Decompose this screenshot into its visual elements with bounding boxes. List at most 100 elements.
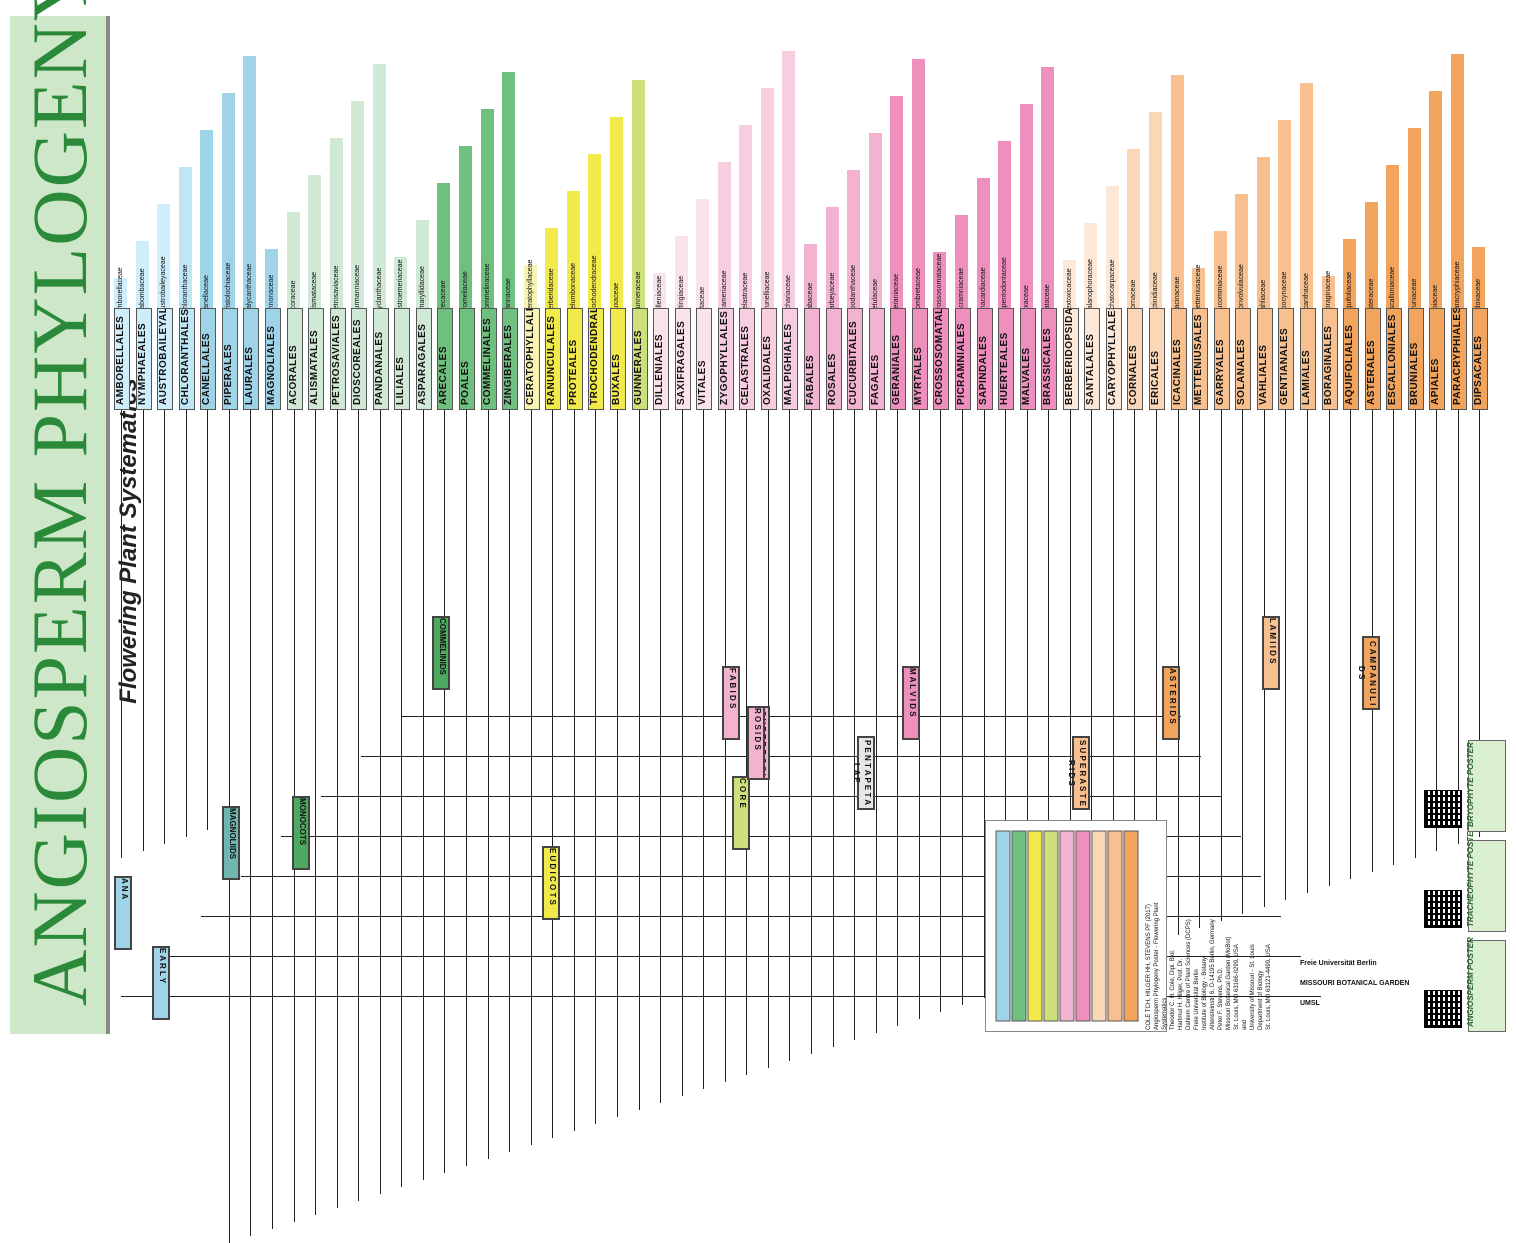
clade-box[interactable]: MONOCOTS — [292, 796, 310, 870]
order-box[interactable]: PROTEALES — [566, 308, 583, 410]
order-box[interactable]: SOLANALES — [1235, 308, 1252, 410]
order-box[interactable]: BRASSICALES — [1041, 308, 1058, 410]
order-box[interactable]: PIPERALES — [221, 308, 238, 410]
family-column: Aquifoliaceae — [1343, 36, 1357, 318]
clade-box[interactable]: L A M I I D S — [1262, 616, 1280, 690]
order-box[interactable]: CANELLALES — [200, 308, 217, 410]
order-box[interactable]: SAPINDALES — [976, 308, 993, 410]
order-box[interactable]: ZINGIBERALES — [502, 308, 519, 410]
tree-branch-vertical — [1242, 410, 1244, 914]
clade-box[interactable]: A N A — [114, 876, 132, 950]
clade-box[interactable]: E U D I C O T S — [542, 846, 560, 920]
family-bar — [804, 244, 817, 318]
order-box[interactable]: MAGNOLIALES — [264, 308, 281, 410]
order-box[interactable]: METTENIUSALES — [1192, 308, 1209, 410]
clade-box[interactable]: P E N T A P E T A L A E — [852, 736, 875, 810]
order-box[interactable]: GERANIALES — [890, 308, 907, 410]
order-box[interactable]: ASPARAGALES — [415, 308, 432, 410]
family-column: Bixaceae — [1019, 36, 1033, 318]
family-column: Dilleniaceae — [653, 36, 667, 318]
order-box[interactable]: FABALES — [804, 308, 820, 410]
order-box[interactable]: OXALIDALES — [760, 308, 777, 410]
order-box[interactable]: VITALES — [696, 308, 713, 410]
clade-box[interactable]: E A R L Y — [152, 946, 170, 1020]
order-box[interactable]: ALISMATALES — [308, 308, 325, 410]
order-box[interactable]: ESCALLONIALES — [1386, 308, 1403, 410]
order-box[interactable]: BRUNIALES — [1407, 308, 1424, 410]
order-box[interactable]: ROSALES — [825, 308, 842, 410]
tree-branch-horizontal — [281, 836, 1241, 837]
order-box[interactable]: PICRAMNIALES — [954, 308, 971, 410]
badge-angiosperm-poster[interactable]: ANGIOSPERM POSTER — [1466, 937, 1506, 1032]
order-box[interactable]: ICACINALES — [1170, 308, 1187, 410]
order-box[interactable]: DIPSACALES — [1472, 308, 1489, 410]
order-box[interactable]: AQUIFOLIALES — [1343, 308, 1360, 410]
order-box[interactable]: CARYOPHYLLALES — [1105, 308, 1122, 410]
badge-tracheophyte-poster[interactable]: TRACHEOPHYTE POSTER — [1466, 826, 1506, 932]
order-box[interactable]: LILIALES — [394, 308, 411, 410]
order-box[interactable]: NYMPHAEALES — [135, 308, 152, 410]
order-label: AQUIFOLIALES — [1344, 324, 1356, 405]
tree-branch-vertical — [1091, 410, 1093, 963]
family-column: Ceratophyllaceae — [523, 36, 537, 318]
clade-box[interactable]: R O S I D S — [747, 706, 765, 780]
order-label: CHLORANTHALES — [179, 308, 191, 405]
order-box[interactable]: PANDANALES — [372, 308, 389, 410]
order-box[interactable]: BERBERIDOPSIDALES — [1062, 308, 1079, 410]
qr-code-tracheophyte[interactable] — [1424, 890, 1462, 928]
order-box[interactable]: AUSTROBAILEYALES — [157, 308, 174, 410]
clade-box[interactable]: C O R E — [732, 776, 750, 850]
order-box[interactable]: SANTALALES — [1084, 308, 1101, 410]
order-box[interactable]: CHLORANTHALES — [178, 308, 195, 410]
order-box[interactable]: APIALES — [1429, 308, 1446, 410]
order-box[interactable]: CUCURBITALES — [847, 308, 864, 410]
order-box[interactable]: BORAGINALES — [1321, 308, 1338, 410]
clade-box[interactable]: C A M P A N U L I D S — [1357, 636, 1380, 710]
family-bar — [1192, 268, 1206, 318]
qr-code-angiosperm[interactable] — [1424, 990, 1462, 1028]
order-box[interactable]: GARRYALES — [1213, 308, 1230, 410]
order-box[interactable]: HUERTEALES — [998, 308, 1015, 410]
order-box[interactable]: GUNNERALES — [631, 308, 648, 410]
qr-code-bryophyte[interactable] — [1424, 790, 1462, 828]
order-box[interactable]: TROCHODENDRALES — [588, 308, 605, 410]
order-box[interactable]: PARACRYPHIALES — [1450, 308, 1467, 410]
order-box[interactable]: SAXIFRAGALES — [674, 308, 691, 410]
clade-box[interactable]: COMMELINIDS — [432, 616, 450, 690]
order-box[interactable]: CERATOPHYLLALES — [523, 308, 540, 410]
clade-box[interactable]: S U P E R A S T E R I D S — [1067, 736, 1090, 810]
order-box[interactable]: MALPIGHIALES — [782, 308, 799, 410]
order-box[interactable]: LAMIALES — [1299, 308, 1316, 410]
clade-box[interactable]: MAGNOLIIDS — [222, 806, 240, 880]
order-box[interactable]: POALES — [459, 308, 475, 410]
order-label: SANTALALES — [1085, 333, 1097, 405]
order-box[interactable]: CORNALES — [1127, 308, 1144, 410]
order-box[interactable]: FAGALES — [868, 308, 885, 410]
order-box[interactable]: COMMELINALES — [480, 308, 497, 410]
order-box[interactable]: ERICALES — [1149, 308, 1165, 410]
order-box[interactable]: RANUNCULALES — [545, 308, 562, 410]
order-box[interactable]: MALVALES — [1019, 308, 1036, 410]
order-box[interactable]: CROSSOSOMATALES — [933, 308, 950, 410]
order-label: ALISMATALES — [309, 329, 321, 405]
order-box[interactable]: GENTIANALES — [1278, 308, 1295, 410]
order-box[interactable]: LAURALES — [243, 308, 260, 410]
order-box[interactable]: BUXALES — [609, 308, 626, 410]
order-box[interactable]: AMBORELLALES — [114, 308, 130, 410]
order-box[interactable]: ARECALES — [437, 308, 454, 410]
order-box[interactable]: ZYGOPHYLLALES — [717, 308, 734, 410]
order-box[interactable]: DILLENIALES — [653, 308, 670, 410]
clade-box[interactable]: M A L V I D S — [902, 666, 920, 740]
order-box[interactable]: VAHLIALES — [1256, 308, 1273, 410]
order-box[interactable]: MYRTALES — [911, 308, 928, 410]
family-column: Dipentodontaceae — [998, 36, 1012, 318]
order-box[interactable]: DIOSCOREALES — [351, 308, 368, 410]
logo-mobot: MISSOURI BOTANICAL GARDEN — [1300, 980, 1410, 987]
clade-box[interactable]: A S T E R I D S — [1162, 666, 1180, 740]
order-box[interactable]: ACORALES — [286, 308, 303, 410]
order-box[interactable]: ASTERALES — [1364, 308, 1381, 410]
order-box[interactable]: CELASTRALES — [739, 308, 756, 410]
order-box[interactable]: PETROSAVIALES — [329, 308, 346, 410]
clade-box[interactable]: F A B I D S — [722, 666, 740, 740]
badge-bryophyte-poster[interactable]: BRYOPHYTE POSTER — [1466, 740, 1506, 832]
